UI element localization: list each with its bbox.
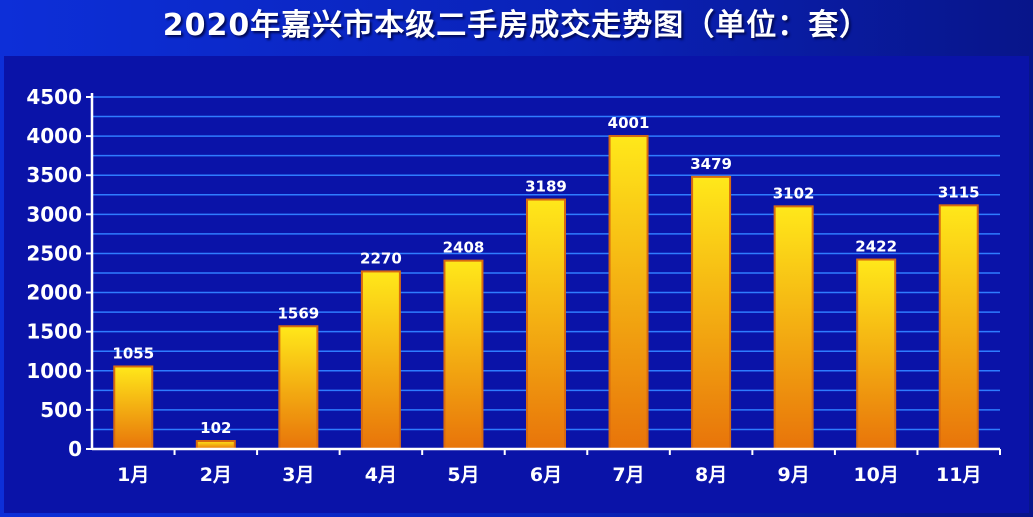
chart-title: 2020年嘉兴市本级二手房成交走势图（单位：套） [162,8,871,43]
data-label: 3479 [690,155,732,173]
bar-9 [773,205,814,450]
y-tick-label: 4000 [26,124,82,148]
data-label: 1055 [112,344,154,362]
data-label: 2408 [443,239,485,257]
y-tick-label: 0 [68,437,82,461]
y-tick-label: 3000 [26,202,82,226]
bar-11 [938,204,979,450]
x-category-label: 3月 [282,464,314,486]
x-category-label: 1月 [117,464,149,486]
y-tick-label: 500 [40,398,82,422]
data-label: 2270 [360,249,402,267]
bar-8 [691,175,732,450]
data-label: 3102 [773,184,815,202]
data-labels: 1055 102 1569 2270 2408 3189 4001 3479 3102 2422 3… [112,114,979,437]
x-category-label: 2月 [200,464,232,486]
x-category-label: 8月 [695,464,727,486]
data-label: 102 [200,419,231,437]
x-category-label: 5月 [447,464,479,486]
data-label: 2422 [855,238,897,256]
bar-3 [278,325,319,451]
bar-4 [360,270,401,450]
y-tick-label: 1500 [26,320,82,344]
y-tick-label: 2500 [26,241,82,265]
bar-10 [856,258,897,450]
x-category-label: 6月 [530,464,562,486]
bar-1 [113,365,154,450]
data-label: 1569 [277,304,319,322]
axes: 0 500 1000 1500 2000 2500 3000 3500 4000 4500 1月 2月… [26,85,1001,486]
y-tick-label: 2000 [26,281,82,305]
bar-6 [526,198,566,450]
x-category-label: 10月 [853,464,898,486]
bars [113,135,979,451]
data-label: 3189 [525,178,567,196]
bar-7 [608,135,649,450]
y-tick-label: 1000 [26,359,82,383]
bar-5 [443,259,484,451]
data-label: 4001 [608,114,650,132]
x-category-label: 11月 [936,464,981,486]
x-category-label: 4月 [365,464,397,486]
x-category-label: 7月 [612,464,644,486]
y-tick-label: 3500 [26,163,82,187]
x-category-label: 9月 [778,464,810,486]
y-tick-label: 4500 [26,85,82,109]
data-label: 3115 [938,183,980,201]
